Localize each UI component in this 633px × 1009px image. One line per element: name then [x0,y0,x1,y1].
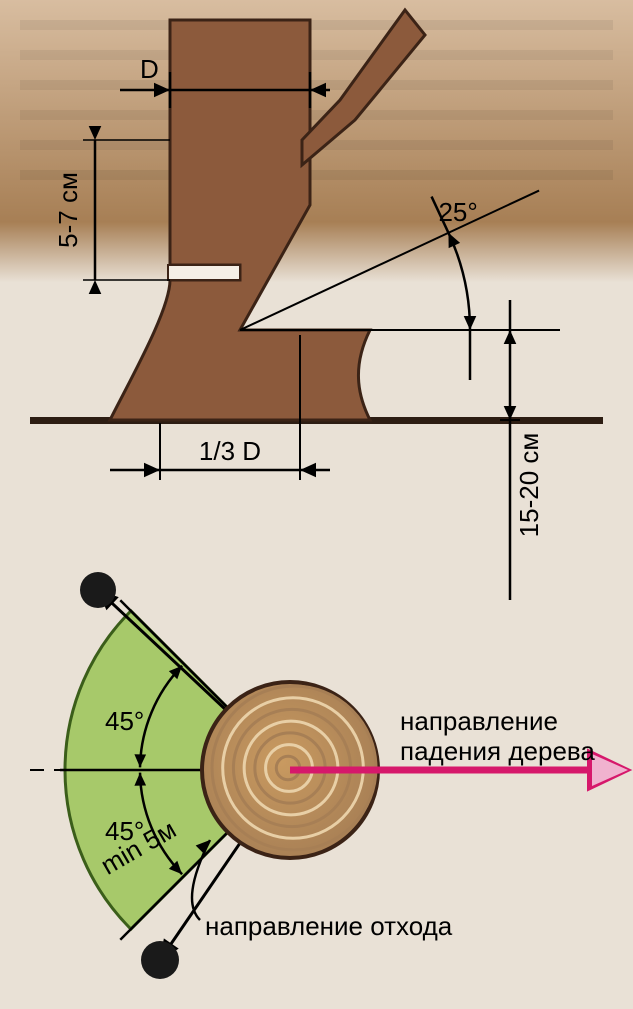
escape-dot [80,572,116,608]
diagram-root: D5-7 см1/3 D25°15-20 см45°45°min 5мнапра… [0,0,633,1009]
label-stump-height: 15-20 см [514,433,544,538]
diagram-svg: D5-7 см1/3 D25°15-20 см45°45°min 5мнапра… [0,0,633,1009]
label-45-upper: 45° [105,706,144,736]
label-25deg: 25° [438,197,477,227]
escape-dot [141,941,179,979]
label-5-7cm: 5-7 см [53,172,83,248]
back-cut-slot [168,265,240,280]
label-fall-2: падения дерева [400,736,595,766]
label-fall-1: направление [400,706,558,736]
label-escape: направление отхода [205,911,453,941]
label-D: D [140,54,159,84]
label-13D: 1/3 D [199,436,261,466]
